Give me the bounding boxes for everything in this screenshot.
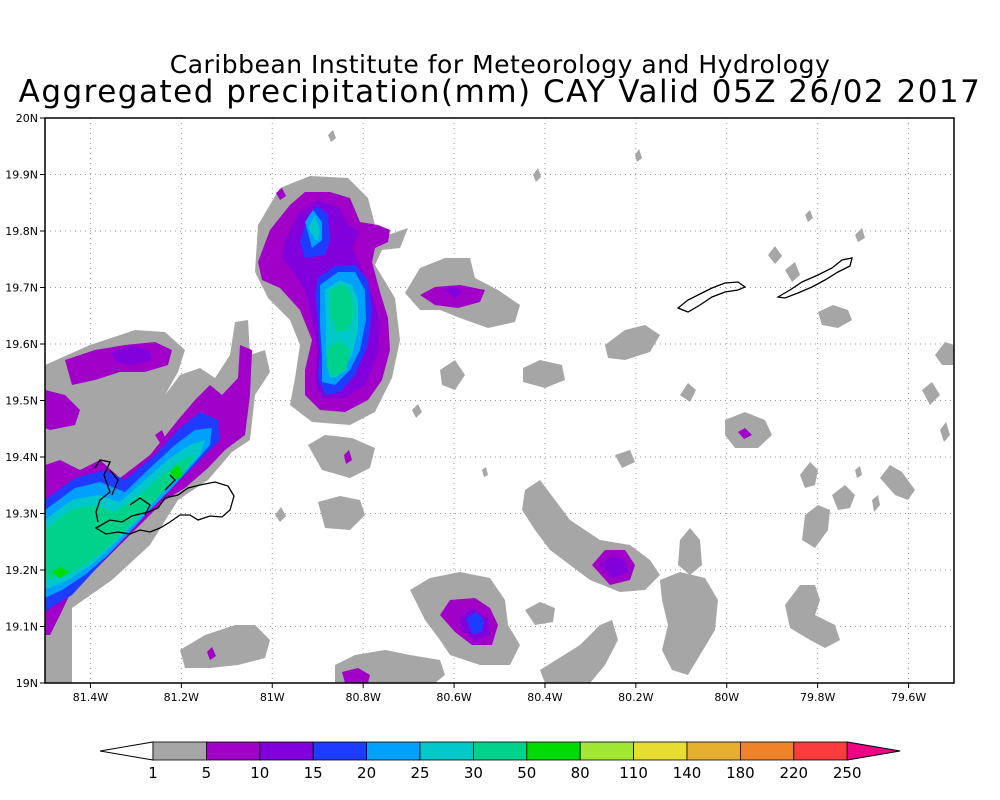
colorbar-segment: [312, 741, 368, 761]
x-axis-ticks: 81.4W 81.2W 81W 80.8W 80.6W 80.4W 80.2W 80W 79.8…: [73, 683, 926, 704]
x-tick-label: 79.8W: [800, 691, 835, 704]
grand-cayman-outline: [94, 459, 235, 535]
y-tick-label: 19.8N: [5, 225, 38, 238]
y-tick-label: 20N: [16, 112, 38, 125]
precipitation-field: [45, 130, 954, 683]
x-tick-label: 80W: [714, 691, 739, 704]
colorbar-label: 50: [517, 764, 536, 782]
colorbar-segment: [740, 741, 795, 761]
colorbar-segment: [205, 741, 261, 761]
coastlines: [94, 257, 853, 535]
colorbar-segment: [793, 741, 848, 761]
colorbar-segment: [526, 741, 581, 761]
x-tick-label: 80.4W: [527, 691, 562, 704]
colorbar-segment: [259, 741, 314, 761]
colorbar-label: 30: [464, 764, 483, 782]
y-tick-label: 19.3N: [5, 508, 38, 521]
y-tick-label: 19.4N: [5, 451, 38, 464]
x-tick-label: 80.2W: [618, 691, 653, 704]
cayman-brac-outline: [676, 281, 747, 313]
y-tick-label: 19.7N: [5, 282, 38, 295]
colorbar-label: 110: [619, 764, 648, 782]
colorbar-segment: [419, 741, 474, 761]
x-tick-label: 81W: [260, 691, 285, 704]
x-tick-label: 79.6W: [891, 691, 926, 704]
precip-50-80mm: [52, 465, 183, 578]
x-tick-label: 81.4W: [73, 691, 108, 704]
chart-title: Caribbean Institute for Meteorology and …: [169, 50, 831, 79]
colorbar-label: 80: [571, 764, 590, 782]
x-tick-label: 81.2W: [164, 691, 199, 704]
y-axis-ticks: 19N 19.1N 19.2N 19.3N 19.4N 19.5N 19.6N 19.7N 19…: [5, 112, 45, 690]
colorbar-label: 180: [726, 764, 755, 782]
precip-1-5mm: [45, 130, 954, 683]
colorbar-label: 1: [148, 764, 158, 782]
y-tick-label: 19.5N: [5, 395, 38, 408]
colorbar-segment: [633, 741, 688, 761]
colorbar-segment: [366, 741, 421, 761]
color-legend: 1 5 10 15 20 25 30 50 80 110 140 180 220 250: [99, 741, 901, 782]
y-tick-label: 19.6N: [5, 338, 38, 351]
colorbar-segment: [686, 741, 741, 761]
colorbar-label: 250: [833, 764, 862, 782]
colorbar-segment: [579, 741, 635, 761]
x-tick-label: 80.8W: [345, 691, 380, 704]
y-tick-label: 19N: [16, 677, 38, 690]
colorbar-label: 5: [202, 764, 212, 782]
colorbar-label: 140: [673, 764, 702, 782]
y-tick-label: 19.2N: [5, 564, 38, 577]
colorbar-label: 15: [304, 764, 323, 782]
colorbar-min-arrow: [99, 741, 154, 761]
y-tick-label: 19.1N: [5, 621, 38, 634]
y-tick-label: 19.9N: [5, 169, 38, 182]
x-tick-label: 80.6W: [436, 691, 471, 704]
colorbar-segment: [152, 741, 207, 761]
colorbar-segment: [472, 741, 528, 761]
chart-subtitle: Aggregated precipitation(mm) CAY Valid 0…: [18, 74, 982, 110]
colorbar-label: 20: [357, 764, 376, 782]
little-cayman-outline: [776, 257, 853, 299]
precip-30-50mm: [45, 284, 354, 580]
colorbar-label: 10: [250, 764, 269, 782]
colorbar-max-arrow: [846, 741, 901, 761]
colorbar-label: 25: [410, 764, 429, 782]
colorbar-label: 220: [779, 764, 808, 782]
